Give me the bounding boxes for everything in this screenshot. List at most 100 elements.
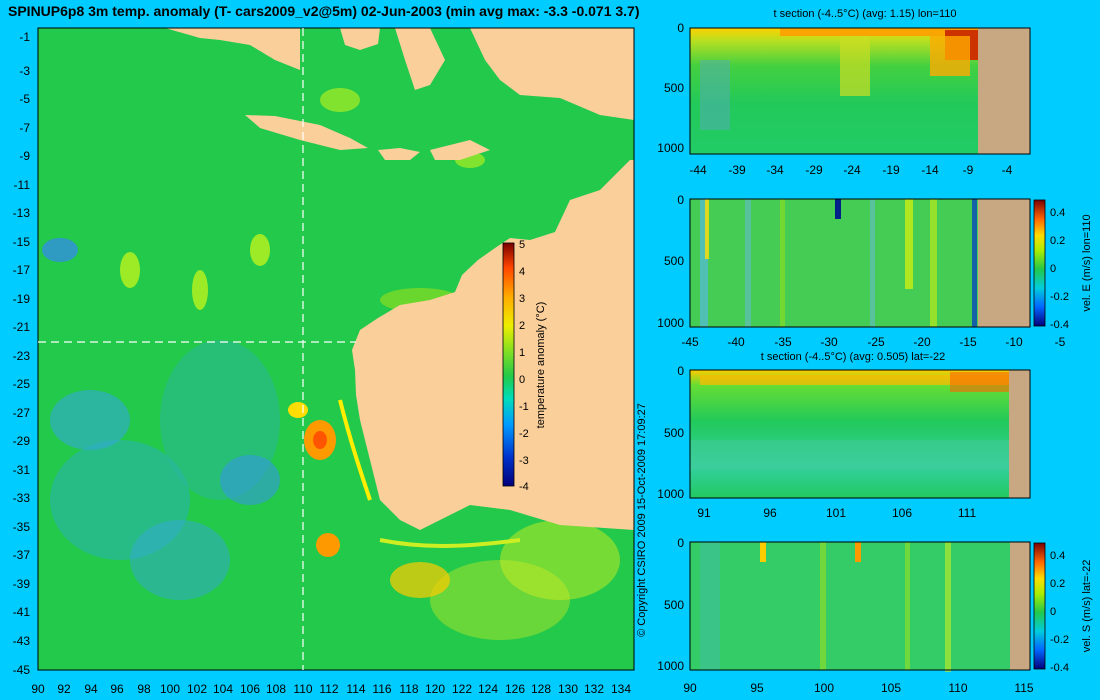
map-y-tick: -37 bbox=[13, 548, 31, 562]
x-tick: -20 bbox=[913, 335, 931, 349]
y-tick: 1000 bbox=[657, 316, 684, 330]
y-tick: 500 bbox=[664, 254, 684, 268]
colorbar-tick: -4 bbox=[519, 481, 529, 493]
x-tick: -40 bbox=[727, 335, 745, 349]
y-tick: 0 bbox=[677, 21, 684, 35]
x-tick: -25 bbox=[867, 335, 885, 349]
map-x-tick: 112 bbox=[319, 682, 338, 696]
x-tick: 91 bbox=[697, 506, 711, 520]
map-y-tick: -1 bbox=[19, 30, 30, 44]
map-y-tick: -15 bbox=[13, 235, 31, 249]
map-x-tick: 128 bbox=[531, 682, 551, 696]
colorbar-tick: -3 bbox=[519, 455, 529, 467]
map-x-tick: 90 bbox=[31, 682, 45, 696]
x-tick: -34 bbox=[766, 163, 784, 177]
map-y-tick: -33 bbox=[13, 491, 31, 505]
colorbar-tick: -0.4 bbox=[1050, 319, 1069, 331]
y-tick: 0 bbox=[677, 364, 684, 378]
x-tick: 106 bbox=[892, 506, 912, 520]
colorbar-label: vel. S (m/s) lat=-22 bbox=[1081, 560, 1093, 653]
map-y-tick: -39 bbox=[13, 577, 31, 591]
x-tick: -4 bbox=[1002, 163, 1013, 177]
colorbar-tick: -1 bbox=[519, 401, 529, 413]
y-tick: 1000 bbox=[657, 659, 684, 673]
map-x-tick: 132 bbox=[584, 682, 604, 696]
colorbar-tick: -0.4 bbox=[1050, 662, 1069, 674]
colorbar-tick: 5 bbox=[519, 239, 525, 251]
map-y-tick: -17 bbox=[13, 263, 31, 277]
x-tick: -44 bbox=[689, 163, 707, 177]
panel-t-section-lon110: t section (-4..5°C) (avg: 1.15) lon=110 … bbox=[657, 8, 1031, 177]
map-y-tick: -13 bbox=[13, 206, 31, 220]
map-x-axis: 90 92 94 96 98 100 102 104 106 108 110 1… bbox=[31, 682, 631, 696]
map-y-tick: -19 bbox=[13, 292, 31, 306]
colorbar-tick: 1 bbox=[519, 347, 525, 359]
colorbar-tick: 0 bbox=[1050, 263, 1056, 275]
copyright-text: © Copyright CSIRO 2009 15-Oct-2009 17:09… bbox=[636, 403, 648, 637]
x-tick: -9 bbox=[963, 163, 974, 177]
figure-title: SPINUP6p8 3m temp. anomaly (T- cars2009_… bbox=[8, 3, 640, 19]
map-x-tick: 130 bbox=[558, 682, 578, 696]
x-tick: -24 bbox=[843, 163, 861, 177]
colorbar-tick: 2 bbox=[519, 320, 525, 332]
map-y-axis: -1 -3 -5 -7 -9 -11 -13 -15 -17 -19 -21 -… bbox=[13, 30, 31, 677]
panel-title: t section (-4..5°C) (avg: 0.505) lat=-22 bbox=[761, 351, 945, 363]
panel-title: t section (-4..5°C) (avg: 1.15) lon=110 bbox=[773, 8, 956, 20]
map-y-tick: -11 bbox=[14, 178, 31, 192]
y-tick: 0 bbox=[677, 536, 684, 550]
colorbar-tick: 0.4 bbox=[1050, 550, 1065, 562]
x-tick: 96 bbox=[763, 506, 777, 520]
map-y-tick: -31 bbox=[13, 463, 31, 477]
map-y-tick: -7 bbox=[19, 121, 30, 135]
map-x-tick: 122 bbox=[452, 682, 472, 696]
colorbar-tick: -0.2 bbox=[1050, 634, 1069, 646]
map-x-tick: 126 bbox=[505, 682, 525, 696]
y-tick: 1000 bbox=[657, 487, 684, 501]
y-tick: 1000 bbox=[657, 141, 684, 155]
x-tick: -14 bbox=[921, 163, 939, 177]
panel-vel-e-lon110: 0 500 1000 -45 -40 -35 -30 -25 -20 -15 -… bbox=[657, 193, 1093, 349]
colorbar-tick: 0.2 bbox=[1050, 578, 1065, 590]
colorbar-tick: 0.4 bbox=[1050, 207, 1065, 219]
map-x-tick: 134 bbox=[611, 682, 631, 696]
map-y-tick: -21 bbox=[13, 320, 31, 334]
map-y-tick: -29 bbox=[13, 434, 31, 448]
x-tick: -30 bbox=[820, 335, 838, 349]
map-y-tick: -27 bbox=[13, 406, 31, 420]
x-tick: 115 bbox=[1014, 681, 1033, 695]
x-tick: 90 bbox=[683, 681, 697, 695]
colorbar-tick: -0.2 bbox=[1050, 291, 1069, 303]
panel-t-section-lat-22: t section (-4..5°C) (avg: 0.505) lat=-22… bbox=[657, 351, 1031, 520]
map-x-tick: 106 bbox=[240, 682, 260, 696]
x-tick: 105 bbox=[881, 681, 901, 695]
x-tick: -15 bbox=[959, 335, 977, 349]
x-tick: 110 bbox=[948, 681, 967, 695]
x-tick: 101 bbox=[826, 506, 846, 520]
map-x-tick: 108 bbox=[266, 682, 286, 696]
map-y-tick: -41 bbox=[13, 605, 31, 619]
y-tick: 500 bbox=[664, 426, 684, 440]
x-tick: -10 bbox=[1005, 335, 1023, 349]
map-x-tick: 114 bbox=[346, 682, 365, 696]
map-y-tick: -5 bbox=[19, 92, 30, 106]
map-x-tick: 120 bbox=[425, 682, 445, 696]
x-tick: -29 bbox=[805, 163, 823, 177]
x-tick: -5 bbox=[1055, 335, 1066, 349]
map-x-tick: 104 bbox=[213, 682, 233, 696]
x-tick: -39 bbox=[728, 163, 746, 177]
map-x-tick: 94 bbox=[84, 682, 98, 696]
colorbar-tick: 3 bbox=[519, 293, 525, 305]
map-x-tick: 116 bbox=[372, 682, 391, 696]
colorbar-label: vel. E (m/s) lon=110 bbox=[1081, 214, 1093, 311]
x-tick: 100 bbox=[814, 681, 834, 695]
colorbar-tick: -2 bbox=[519, 428, 529, 440]
colorbar-tick: 4 bbox=[519, 266, 525, 278]
map-frame bbox=[37, 27, 635, 671]
map-x-tick: 124 bbox=[478, 682, 498, 696]
map-x-tick: 98 bbox=[137, 682, 151, 696]
panel-vel-s-lat-22: 0 500 1000 90 95 100 105 110 115 0.4 0.2… bbox=[657, 536, 1093, 695]
map-y-tick: -43 bbox=[13, 634, 31, 648]
y-tick: 500 bbox=[664, 598, 684, 612]
x-tick: -19 bbox=[882, 163, 900, 177]
